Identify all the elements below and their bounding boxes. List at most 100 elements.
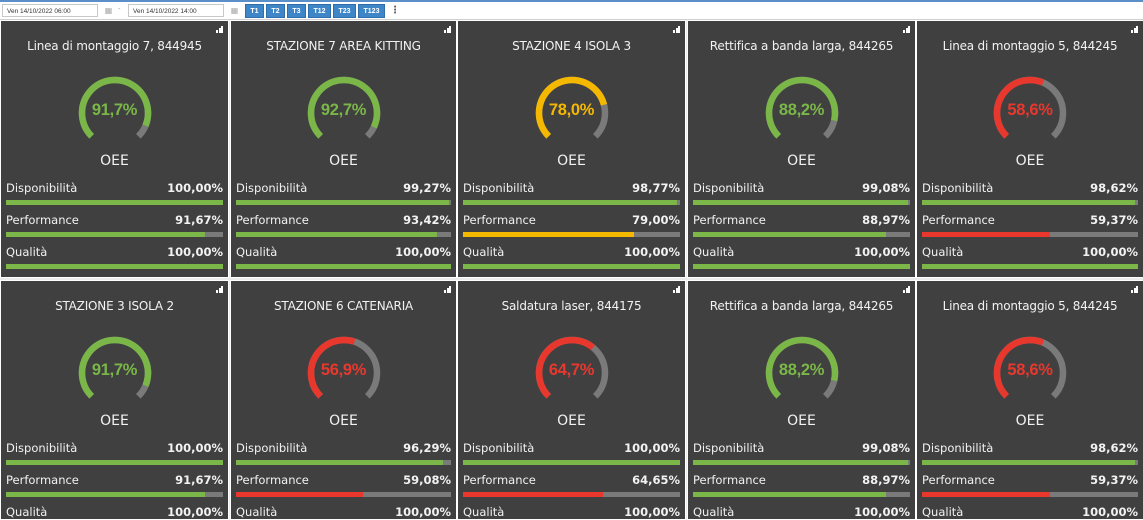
- progress-fill: [922, 232, 1051, 237]
- oee-gauge: 64,7%: [532, 333, 612, 413]
- metric-quality: Qualità 100,00%: [6, 245, 223, 275]
- oee-card[interactable]: STAZIONE 3 ISOLA 2 91,7% OEE Disponibili…: [0, 280, 229, 520]
- progress-fill: [236, 264, 451, 269]
- oee-value: 88,2%: [778, 361, 825, 379]
- metric-value: 96,29%: [403, 441, 451, 455]
- shift-button-t2[interactable]: T2: [266, 4, 285, 18]
- chart-bars-icon[interactable]: [903, 286, 910, 293]
- card-title: Rettifica a banda larga, 844265: [709, 299, 894, 313]
- shift-button-t123[interactable]: T123: [358, 4, 385, 18]
- gauge-fill: [765, 336, 838, 399]
- gauge-fill: [993, 336, 1045, 399]
- oee-gauge: 58,6%: [990, 333, 1070, 413]
- chart-bars-icon[interactable]: [216, 286, 223, 293]
- oee-card[interactable]: Saldatura laser, 844175 64,7% OEE Dispon…: [457, 280, 686, 520]
- progress-bar: [693, 264, 910, 269]
- metric-availability: Disponibilità 100,00%: [6, 441, 223, 471]
- metric-quality: Qualità 100,00%: [922, 505, 1138, 519]
- metric-value: 88,97%: [862, 473, 910, 487]
- kebab-menu-icon[interactable]: ⋮: [390, 5, 400, 16]
- progress-bar: [6, 200, 223, 205]
- gauge-fill: [535, 336, 595, 399]
- metric-value: 100,00%: [854, 245, 910, 259]
- oee-gauge: 56,9%: [304, 333, 384, 413]
- oee-value: 64,7%: [548, 361, 595, 379]
- metric-quality: Qualità 100,00%: [463, 245, 680, 275]
- metric-value: 100,00%: [167, 245, 223, 259]
- date-from-input[interactable]: Ven 14/10/2022 06:00: [2, 4, 98, 17]
- metric-label: Disponibilità: [693, 441, 765, 455]
- progress-fill: [922, 264, 1138, 269]
- progress-fill: [463, 264, 680, 269]
- chart-bars-icon[interactable]: [444, 286, 451, 293]
- chart-bars-icon[interactable]: [1131, 286, 1138, 293]
- oee-card[interactable]: Rettifica a banda larga, 844265 88,2% OE…: [687, 20, 916, 278]
- date-separator: -: [118, 5, 121, 13]
- shift-button-t23[interactable]: T23: [333, 4, 356, 18]
- metric-label: Qualità: [6, 505, 48, 519]
- metric-label: Disponibilità: [6, 181, 78, 195]
- metric-label: Disponibilità: [922, 181, 994, 195]
- progress-fill: [693, 492, 887, 497]
- metric-label: Performance: [6, 213, 79, 227]
- progress-fill: [922, 200, 1136, 205]
- oee-value: 58,6%: [1007, 101, 1053, 119]
- chart-bars-icon[interactable]: [1131, 26, 1138, 33]
- top-accent-line: [0, 0, 1143, 2]
- oee-value: 88,2%: [778, 101, 825, 119]
- oee-card[interactable]: STAZIONE 6 CATENARIA 56,9% OEE Disponibi…: [230, 280, 457, 520]
- gauge-fill: [535, 76, 607, 139]
- oee-label: OEE: [100, 153, 129, 169]
- gauge-svg: [765, 336, 838, 399]
- chart-bars-icon[interactable]: [673, 26, 680, 33]
- chart-bars-icon[interactable]: [673, 286, 680, 293]
- metric-label: Disponibilità: [693, 181, 765, 195]
- metric-value: 99,27%: [403, 181, 451, 195]
- progress-fill: [6, 492, 205, 497]
- shift-button-t3[interactable]: T3: [287, 4, 306, 18]
- chart-bars-icon[interactable]: [216, 26, 223, 33]
- oee-label: OEE: [557, 153, 586, 169]
- metric-label: Qualità: [236, 245, 278, 259]
- calendar-icon[interactable]: ▦: [104, 6, 113, 15]
- metric-value: 100,00%: [395, 505, 451, 519]
- chart-bars-icon[interactable]: [903, 26, 910, 33]
- metric-label: Performance: [693, 213, 766, 227]
- oee-card[interactable]: Linea di montaggio 5, 844245 58,6% OEE D…: [916, 20, 1143, 278]
- oee-gauge: 88,2%: [762, 333, 842, 413]
- metric-value: 100,00%: [1082, 505, 1138, 519]
- shift-button-t1[interactable]: T1: [245, 4, 264, 18]
- oee-card[interactable]: STAZIONE 7 AREA KITTING 92,7% OEE Dispon…: [230, 20, 457, 278]
- calendar-icon[interactable]: ▦: [230, 6, 239, 15]
- oee-label: OEE: [787, 153, 816, 169]
- date-to-input[interactable]: Ven 14/10/2022 14:00: [128, 4, 224, 17]
- oee-card[interactable]: Linea di montaggio 5, 844245 58,6% OEE D…: [916, 280, 1143, 520]
- oee-card[interactable]: STAZIONE 4 ISOLA 3 78,0% OEE Disponibili…: [457, 20, 686, 278]
- progress-bar: [6, 232, 223, 237]
- oee-card[interactable]: Rettifica a banda larga, 844265 88,2% OE…: [687, 280, 916, 520]
- progress-fill: [463, 200, 678, 205]
- gauge-svg: [993, 76, 1067, 139]
- oee-label: OEE: [557, 413, 586, 429]
- oee-gauge: 78,0%: [532, 73, 612, 153]
- metric-performance: Performance 59,08%: [236, 473, 451, 503]
- metric-availability: Disponibilità 98,62%: [922, 441, 1138, 471]
- gauge-fill: [78, 336, 151, 399]
- progress-fill: [693, 200, 908, 205]
- oee-value: 78,0%: [548, 101, 595, 119]
- gauge-fill: [993, 76, 1045, 139]
- metric-label: Qualità: [6, 245, 48, 259]
- gauge-fill: [78, 76, 151, 139]
- metric-label: Disponibilità: [922, 441, 994, 455]
- metric-quality: Qualità 100,00%: [922, 245, 1138, 275]
- shift-button-t12[interactable]: T12: [308, 4, 331, 18]
- oee-gauge: 92,7%: [304, 73, 384, 153]
- progress-fill: [6, 264, 223, 269]
- metric-label: Performance: [463, 473, 536, 487]
- progress-bar: [922, 492, 1138, 497]
- metric-value: 64,65%: [632, 473, 680, 487]
- chart-bars-icon[interactable]: [444, 26, 451, 33]
- oee-card[interactable]: Linea di montaggio 7, 844945 91,7% OEE D…: [0, 20, 229, 278]
- metric-value: 99,08%: [862, 181, 910, 195]
- metric-value: 100,00%: [167, 181, 223, 195]
